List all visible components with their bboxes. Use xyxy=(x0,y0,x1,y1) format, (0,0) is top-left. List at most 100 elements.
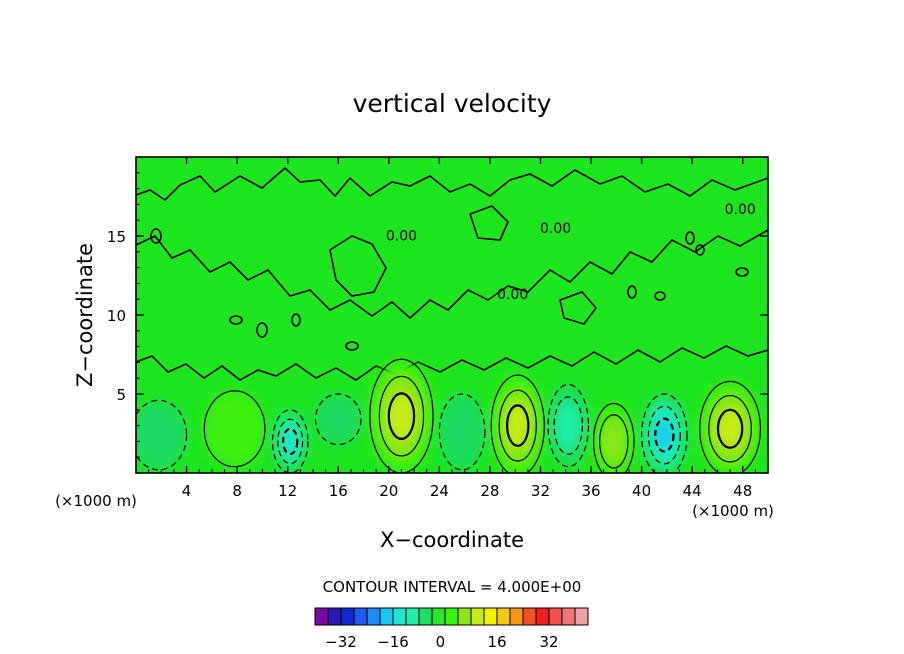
colorbar-swatch xyxy=(548,607,563,626)
colorbar-swatch xyxy=(392,607,407,626)
x-tick-label: 4 xyxy=(182,482,192,500)
colorbar-swatch xyxy=(535,607,550,626)
cell-contour xyxy=(378,375,425,457)
contour-small-j xyxy=(685,231,695,245)
cell-contour xyxy=(282,427,299,456)
cell-fill xyxy=(601,418,626,465)
colorbar-swatch xyxy=(418,607,433,626)
contour-small-a xyxy=(229,315,243,325)
contour-small-i xyxy=(150,228,162,244)
cell-contour xyxy=(498,389,537,462)
contour-label: 0.00 xyxy=(497,287,528,303)
colorbar-swatch xyxy=(457,607,472,626)
cell-contour xyxy=(203,390,266,468)
cell-contour xyxy=(271,409,309,473)
x-axis-ticks: 4 8 12 16 20 24 28 32 36 40 44 48 xyxy=(148,157,756,500)
cell-contour xyxy=(716,408,744,449)
colorbar-swatch xyxy=(561,607,576,626)
colorbar-tick-label: 0 xyxy=(436,633,446,651)
chart-title: vertical velocity xyxy=(353,89,552,118)
contour-small-b xyxy=(256,322,268,338)
colorbar-labels: −32 −16 0 16 32 xyxy=(325,633,558,651)
cell-fill xyxy=(136,400,187,470)
colorbar-swatch xyxy=(327,607,342,626)
colorbar-swatch xyxy=(483,607,498,626)
y-axis-ticks: 5 10 15 xyxy=(107,172,768,458)
cell-contour xyxy=(708,394,752,463)
cell-contour xyxy=(699,380,762,473)
x-tick-label: 24 xyxy=(430,482,449,500)
cell-contour xyxy=(599,414,629,469)
contour-labels: 0.00 0.00 0.00 0.00 xyxy=(386,202,756,303)
colorbar-swatch xyxy=(509,607,524,626)
contour-label: 0.00 xyxy=(725,202,756,218)
colorbar-swatch xyxy=(405,607,420,626)
contour-small-h xyxy=(735,267,749,277)
colorbar-tick-label: −32 xyxy=(325,633,357,651)
cell-contour xyxy=(277,418,304,465)
cell-contour xyxy=(387,392,416,440)
cell-contour xyxy=(506,404,530,447)
colorbar-swatch xyxy=(366,607,381,626)
x-tick-label: 48 xyxy=(733,482,752,500)
cell-contour xyxy=(592,402,635,473)
cell-contour xyxy=(547,383,590,468)
x-unit-right: (×1000 m) xyxy=(692,502,774,520)
x-tick-label: 8 xyxy=(232,482,242,500)
contour-small-g xyxy=(695,244,705,256)
cell-contour xyxy=(553,396,584,455)
contour-label: 0.00 xyxy=(386,229,417,245)
contour-line-upper xyxy=(136,166,768,202)
colorbar-swatch xyxy=(444,607,459,626)
contour-blob-a xyxy=(329,235,387,297)
cell-contour xyxy=(438,393,486,471)
x-tick-label: 16 xyxy=(329,482,348,500)
cell-fill xyxy=(656,421,672,449)
colorbar-swatch xyxy=(431,607,446,626)
contour-label: 0.00 xyxy=(540,221,571,237)
y-tick-label: 10 xyxy=(107,307,126,325)
x-tick-label: 20 xyxy=(379,482,398,500)
x-tick-label: 28 xyxy=(480,482,499,500)
cell-contour-lines xyxy=(136,358,762,473)
colorbar-tick-label: −16 xyxy=(377,633,409,651)
cell-contour xyxy=(647,405,681,465)
colorbar-swatch xyxy=(574,607,589,626)
colorbar-swatch xyxy=(522,607,537,626)
cell-fill xyxy=(204,390,265,467)
cell-fill xyxy=(506,403,530,448)
cell-fill xyxy=(439,394,485,470)
x-tick-label: 40 xyxy=(632,482,651,500)
x-unit-left: (×1000 m) xyxy=(55,492,137,510)
cell-contour xyxy=(641,393,688,473)
x-tick-label: 44 xyxy=(683,482,702,500)
cell-contour xyxy=(490,374,545,473)
y-axis-label: Z−coordinate xyxy=(73,243,97,387)
cell-fill xyxy=(717,408,744,450)
colorbar-swatch xyxy=(340,607,355,626)
contour-small-d xyxy=(345,341,359,351)
cell-contour xyxy=(136,399,188,471)
cell-fill xyxy=(315,394,361,445)
cell-contour xyxy=(314,393,362,446)
colorbar-tick-label: 16 xyxy=(487,633,506,651)
colorbar-swatch xyxy=(314,607,329,626)
cell-contour xyxy=(654,417,675,453)
contour-small-e xyxy=(627,285,637,299)
contour-line-mid xyxy=(136,229,768,320)
contour-blob-b xyxy=(468,205,509,241)
contour-line-lower xyxy=(136,345,768,381)
cell-fill xyxy=(282,427,298,455)
y-tick-label: 5 xyxy=(116,386,126,404)
colorbar-tick-label: 32 xyxy=(539,633,558,651)
x-tick-label: 32 xyxy=(531,482,550,500)
y-tick-label: 15 xyxy=(107,228,126,246)
colorbar-swatch xyxy=(379,607,394,626)
cell-fill xyxy=(387,391,415,441)
colorbar xyxy=(314,607,589,626)
cell-fill xyxy=(556,400,581,451)
x-axis-label: X−coordinate xyxy=(380,528,524,552)
colorbar-swatch xyxy=(470,607,485,626)
x-tick-label: 36 xyxy=(581,482,600,500)
contour-small-c xyxy=(291,313,301,327)
